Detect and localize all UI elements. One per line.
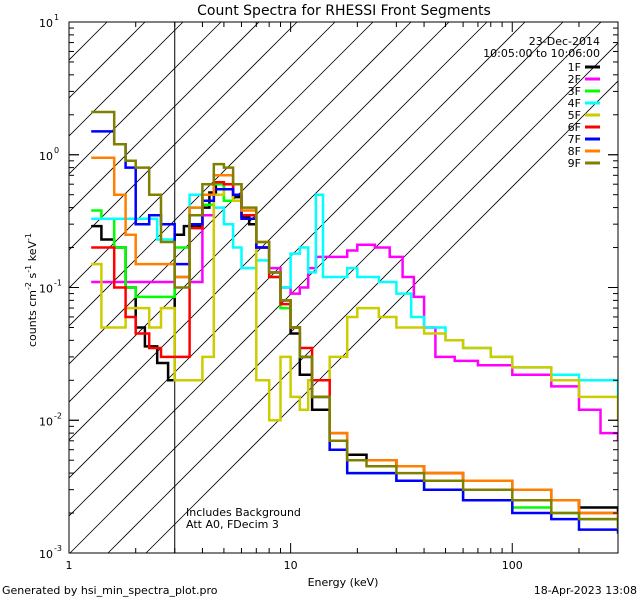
y-tick-label: 10 [39,548,53,561]
legend-label: 7F [568,133,581,146]
y-tick-exponent: 1 [54,13,59,22]
hatch-line [69,22,526,479]
chart-title: Count Spectra for RHESSI Front Segments [197,3,491,19]
plot-frame [68,21,619,554]
series-line-5F [91,187,618,422]
series-line-1F [91,182,618,513]
series-group [91,110,618,534]
y-axis-label-sup3: -1 [24,233,33,241]
hatch-line [69,22,70,23]
legend-label: 4F [568,97,581,110]
y-tick-exponent: 0 [54,146,59,155]
y-axis-label-mid2: keV [26,241,39,265]
series-line-7F [91,130,618,534]
y-tick-label: 10 [39,415,53,428]
y-tick-label: 10 [39,17,53,30]
y-tick-label: 10 [39,150,53,163]
hatch-line [69,22,108,61]
x-tick-label: 10 [284,559,298,572]
hatch-line [145,80,618,553]
legend-label: 8F [568,145,581,158]
legend-label: 3F [568,85,581,98]
date-label: 23-Dec-2014 [529,35,600,48]
background-hatched-region [69,22,618,553]
x-axis-label: Energy (keV) [308,576,379,589]
legend-label: 2F [568,73,581,86]
y-axis-label-base: counts cm [26,290,39,347]
series-line-9F [91,110,618,530]
y-tick-label: 10 [39,283,53,296]
hatch-line [69,22,298,251]
hatch-line [69,22,374,327]
hatch-line [69,22,222,175]
hatch-line [69,22,488,441]
hatch-line [69,22,564,517]
hatch-line [69,22,184,137]
annotation-background: Includes Background [186,506,301,519]
y-tick-exponent: -1 [54,279,62,288]
y-axis-label: counts cm-2 s-1 keV-1 [24,233,39,347]
legend-label: 6F [568,121,581,134]
time-range-label: 10:05:00 to 10:06:00 [483,47,600,60]
series-line-6F [91,181,618,520]
y-tick-exponent: -2 [54,411,62,420]
annotation-attenuator: Att A0, FDecim 3 [186,518,279,531]
hatch-line [69,22,412,365]
y-tick-exponent: -3 [54,544,62,553]
x-tick-label: 100 [502,559,523,572]
legend-label: 5F [568,109,581,122]
footer-generated-by: Generated by hsi_min_spectra_plot.pro [2,584,218,597]
legend-label: 1F [568,61,581,74]
hatch-line [69,22,260,213]
y-axis-label-sup1: -2 [24,282,33,290]
series-line-2F [91,182,618,441]
x-tick-label: 1 [66,559,73,572]
x-axis-ticks: 1 10 100 [66,22,619,572]
footer-timestamp: 18-Apr-2023 13:08 [534,584,637,597]
y-axis-label-mid1: s [26,272,39,281]
legend-label: 9F [568,157,581,170]
y-axis-label-sup2: -1 [24,265,33,273]
hatch-line [69,22,602,553]
hatch-line [107,42,618,553]
